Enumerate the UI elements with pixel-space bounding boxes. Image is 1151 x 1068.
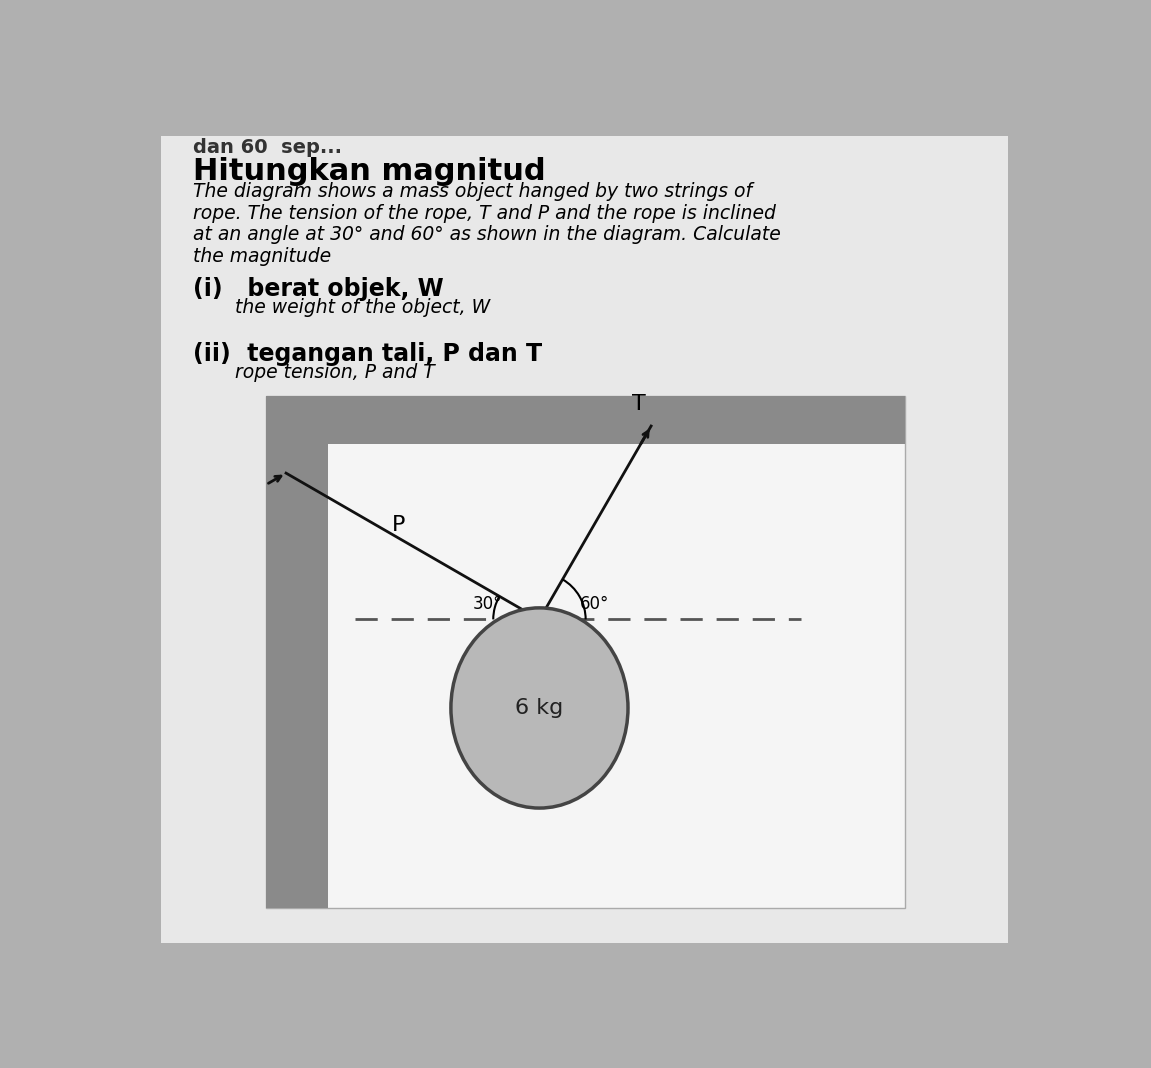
- Text: (i)   berat objek, W: (i) berat objek, W: [193, 277, 443, 301]
- Text: 6 kg: 6 kg: [516, 698, 564, 718]
- Text: the weight of the object, W: the weight of the object, W: [193, 298, 490, 317]
- Text: rope tension, P and T: rope tension, P and T: [193, 363, 435, 382]
- Text: (ii)  tegangan tali, P dan T: (ii) tegangan tali, P dan T: [193, 342, 542, 366]
- Bar: [266, 396, 905, 444]
- Ellipse shape: [451, 608, 628, 808]
- Text: Hitungkan magnitud: Hitungkan magnitud: [193, 157, 546, 187]
- Text: P: P: [391, 515, 405, 535]
- Text: 60°: 60°: [579, 595, 609, 613]
- Text: dan 60  sep...: dan 60 sep...: [193, 138, 342, 157]
- Text: 30°: 30°: [473, 595, 503, 613]
- Bar: [266, 396, 328, 908]
- Text: rope. The tension of the rope, T and P and the rope is inclined: rope. The tension of the rope, T and P a…: [193, 204, 776, 222]
- Text: The diagram shows a mass object hanged by two strings of: The diagram shows a mass object hanged b…: [193, 182, 752, 201]
- Text: T: T: [632, 394, 646, 414]
- Bar: [266, 396, 905, 908]
- Text: at an angle at 30° and 60° as shown in the diagram. Calculate: at an angle at 30° and 60° as shown in t…: [193, 225, 780, 245]
- Text: the magnitude: the magnitude: [193, 247, 331, 266]
